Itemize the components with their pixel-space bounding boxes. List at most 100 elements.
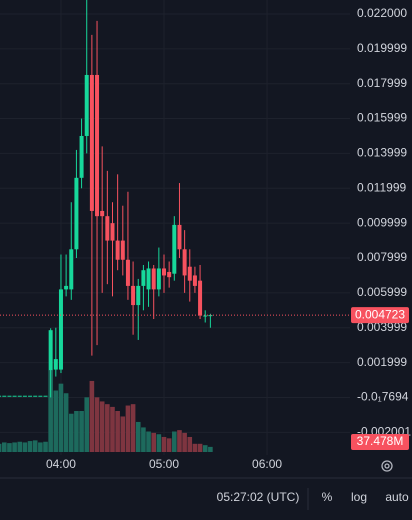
volume-box — [351, 434, 409, 450]
gear — [381, 460, 393, 472]
candle-body — [100, 210, 105, 217]
label-layer: 0.022000 0.019999 0.017999 0.015999 0.013999… — [46, 6, 411, 471]
volume-bar — [48, 370, 53, 452]
candle-body — [74, 177, 79, 250]
candle-body — [110, 223, 115, 241]
volume-bar — [141, 427, 146, 452]
volume-layer — [0, 370, 213, 452]
candle-body — [182, 249, 187, 276]
y-tick-label: 0.003999 — [357, 320, 407, 334]
candle-layer — [0, 0, 350, 398]
y-tick-label: 0.001999 — [357, 355, 407, 369]
candle-body — [17, 395, 22, 397]
candle-body — [115, 240, 120, 260]
y-tick-label: 0.022000 — [357, 6, 407, 20]
volume-bar — [89, 380, 95, 452]
clock[interactable]: 05:27:02 (UTC) — [217, 490, 300, 504]
candle-body — [156, 268, 161, 290]
volume-bar — [125, 405, 131, 452]
y-tick-label: 0.007999 — [357, 250, 407, 264]
last-price-box — [351, 307, 409, 324]
candle-body — [69, 249, 74, 290]
volume-bar — [105, 404, 110, 452]
y-tick-label: 0.005999 — [357, 285, 407, 299]
volume-bar — [151, 432, 157, 452]
volume-bar — [110, 406, 115, 452]
y-tick-label: 0.011999 — [357, 180, 406, 194]
volume-bar — [187, 436, 193, 452]
volume-bar — [32, 440, 38, 452]
candle-body — [64, 285, 69, 290]
volume-bar — [79, 411, 84, 452]
y-tick-label: 0.019999 — [357, 41, 407, 55]
y-tick-label: 0.017999 — [357, 76, 407, 90]
volume-bar — [84, 397, 90, 452]
candle-body — [136, 285, 141, 306]
candle-body — [141, 270, 146, 286]
volume-bar — [120, 416, 126, 452]
grid — [0, 0, 350, 455]
candle-body — [125, 259, 130, 286]
volume-bar — [58, 383, 64, 452]
y-tick-label: 0.013999 — [357, 146, 407, 160]
volume-label: 37.478M — [357, 434, 404, 448]
candle-body — [198, 280, 203, 316]
volume-bar — [192, 443, 198, 452]
candle-body — [192, 275, 197, 286]
auto-toggle[interactable]: auto — [385, 490, 409, 504]
candle-body — [95, 74, 100, 217]
candle-body — [172, 224, 177, 274]
percent-toggle[interactable]: % — [322, 490, 333, 504]
volume-bar — [99, 401, 105, 452]
gear-hub — [384, 463, 390, 469]
candle-body — [203, 315, 208, 317]
candle-body — [167, 271, 172, 278]
y-tick-label: 0.009999 — [357, 215, 407, 229]
x-tick-label: 04:00 — [46, 457, 76, 471]
volume-bar — [166, 438, 172, 452]
y-tick-label: -0.0₁7694 — [357, 390, 409, 404]
y-tick-label: 0.015999 — [357, 111, 407, 125]
candle-body — [7, 395, 12, 397]
volume-bar — [43, 441, 48, 452]
volume-bar — [27, 441, 33, 452]
volume-bar — [0, 443, 2, 452]
candle-body — [38, 395, 43, 397]
volume-bar — [208, 446, 213, 452]
candle-body — [146, 268, 151, 290]
candle-body — [162, 268, 167, 276]
candle-body — [177, 224, 182, 250]
candle-body — [28, 395, 33, 397]
volume-bar — [38, 442, 43, 452]
volume-bar — [146, 431, 151, 452]
candle-body — [120, 240, 125, 260]
candle-body — [151, 268, 156, 290]
candle-body — [79, 135, 84, 178]
candle-body — [53, 359, 58, 370]
x-tick-label: 05:00 — [149, 457, 179, 471]
volume-bar — [63, 393, 69, 452]
volume-bar — [130, 404, 136, 452]
volume-bar — [161, 436, 167, 452]
volume-bar — [22, 442, 28, 452]
volume-bar — [17, 441, 23, 452]
candle-body — [105, 216, 110, 241]
candle-body — [187, 266, 192, 281]
candle-body — [43, 395, 48, 397]
volume-bar — [74, 411, 79, 452]
last-price-label: 0.004723 — [355, 307, 405, 321]
candle-body — [84, 74, 89, 136]
volume-bar — [53, 390, 59, 452]
volume-bar — [177, 430, 182, 452]
volume-bar — [94, 397, 100, 452]
volume-bar — [68, 413, 74, 452]
volume-bar — [115, 411, 120, 452]
candle-body — [89, 74, 94, 211]
log-toggle[interactable]: log — [351, 490, 367, 504]
volume-bar — [7, 443, 12, 452]
settings-icon[interactable] — [381, 460, 393, 472]
candle-body — [0, 395, 2, 397]
volume-bar — [182, 432, 187, 452]
